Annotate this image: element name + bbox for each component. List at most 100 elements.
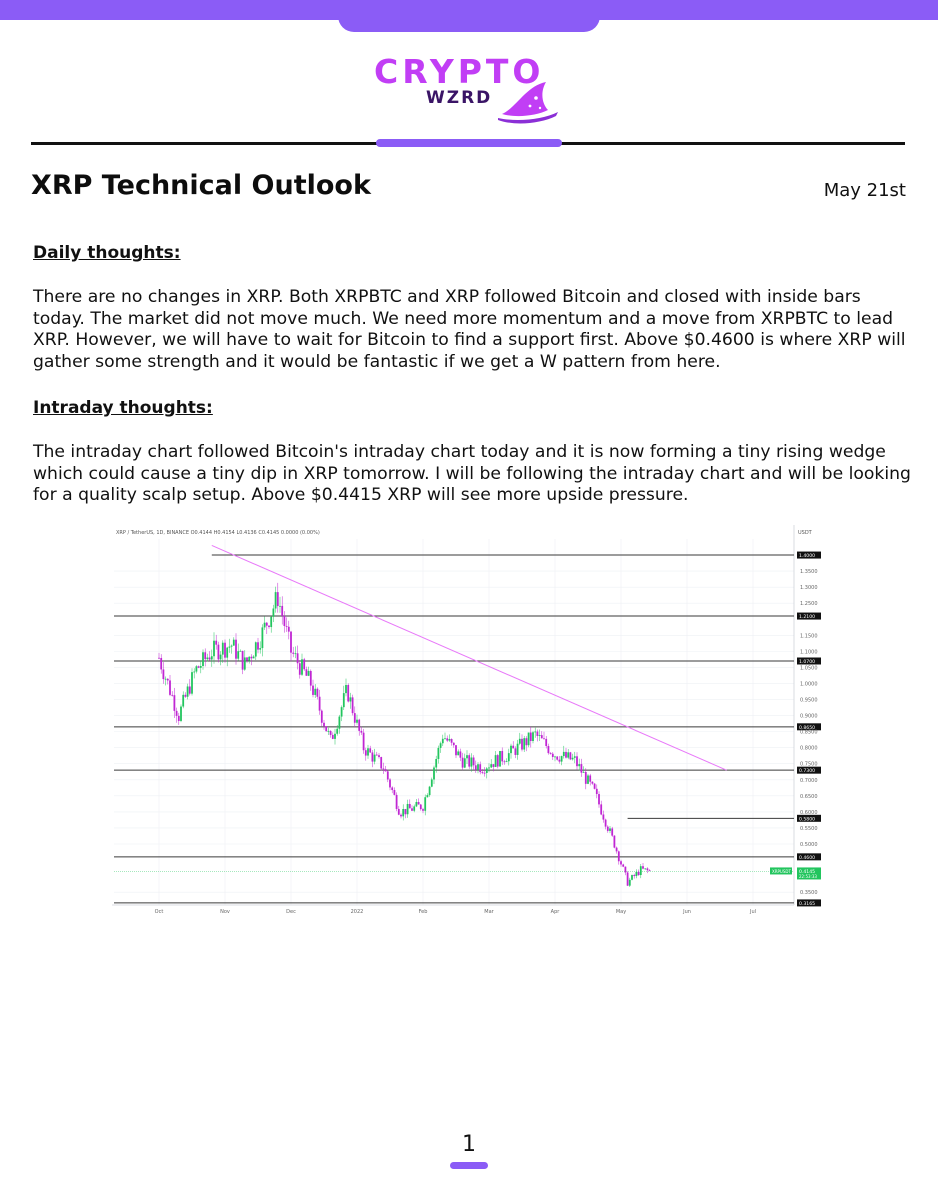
candle-body: [474, 765, 477, 770]
candle-body: [633, 875, 636, 877]
price-tick-label: 0.8000: [800, 746, 818, 752]
candle-body: [490, 764, 493, 768]
candle-body: [415, 801, 418, 807]
price-tick-label: 0.5500: [800, 826, 818, 832]
candle-body: [301, 659, 303, 675]
level-label: 1.4000: [799, 553, 815, 559]
level-label-box: [797, 899, 821, 907]
candle-body: [547, 746, 550, 754]
candle-body: [386, 771, 389, 780]
candle-body: [380, 757, 383, 769]
candle-body: [631, 875, 633, 880]
candle-body: [477, 764, 479, 770]
candle-body: [268, 625, 270, 628]
time-tick-label: May: [616, 909, 626, 915]
candle-body: [628, 879, 631, 886]
candle-body: [422, 809, 424, 811]
candle-body: [611, 828, 614, 836]
candle-body: [435, 758, 438, 768]
level-label: 0.7300: [799, 768, 815, 774]
logo-sub: WZRD: [426, 88, 493, 108]
time-tick-label: Apr: [551, 909, 561, 915]
candle-body: [314, 688, 317, 695]
candle-body: [494, 755, 497, 767]
candle-body: [514, 748, 517, 755]
candle-body: [290, 631, 292, 653]
candle-body: [483, 772, 486, 774]
candle-body: [336, 728, 339, 734]
candle-body: [177, 715, 180, 721]
candle-body: [549, 753, 552, 754]
price-tick-label: 0.9500: [800, 698, 818, 704]
candle-body: [188, 686, 191, 694]
candle-body: [389, 779, 391, 788]
price-tick-label: 0.6500: [800, 794, 818, 800]
candle-body: [327, 730, 330, 732]
last-price-label: 0.4145: [799, 869, 815, 875]
level-label: 0.3165: [799, 901, 815, 907]
candle-body: [472, 757, 475, 766]
candle-body: [329, 730, 332, 735]
time-tick-label: Jun: [682, 909, 691, 915]
candle-body: [532, 732, 534, 742]
candle-body: [169, 680, 171, 695]
candle-body: [175, 710, 178, 716]
candle-body: [232, 639, 235, 646]
candle-body: [393, 790, 396, 795]
candle-body: [213, 640, 215, 657]
level-label: 1.0700: [799, 659, 815, 665]
candle-body: [362, 732, 365, 751]
candle-body: [598, 794, 600, 805]
top-tab: [338, 0, 600, 32]
candle-body: [468, 755, 471, 767]
candle-body: [406, 803, 409, 815]
candle-body: [298, 663, 301, 675]
candle-body: [259, 648, 262, 650]
intraday-heading: Intraday thoughts:: [33, 398, 213, 418]
time-tick-label: Jul: [749, 909, 756, 915]
candle-body: [510, 745, 512, 754]
candle-body: [441, 738, 444, 744]
price-tick-label: 1.0000: [800, 681, 818, 687]
candle-body: [219, 654, 222, 660]
candle-body: [257, 642, 259, 650]
candle-body: [358, 719, 361, 731]
level-label-box: [797, 657, 821, 665]
candle-body: [243, 657, 246, 670]
price-tick-label: 1.1500: [800, 633, 818, 639]
last-price-countdown: 22:53:33: [799, 874, 817, 879]
candle-body: [620, 861, 622, 865]
candle-body: [292, 652, 295, 654]
candle-body: [303, 659, 306, 670]
candle-body: [461, 757, 464, 768]
candle-body: [580, 764, 583, 773]
candle-body: [345, 684, 347, 694]
candle-body: [527, 732, 530, 746]
report-date: May 21st: [823, 180, 906, 201]
chart-background: [112, 525, 825, 915]
candle-body: [463, 758, 466, 768]
candle-body: [325, 726, 328, 732]
candle-body: [371, 752, 374, 762]
candle-body: [360, 730, 363, 733]
candle-body: [446, 738, 449, 741]
candle-body: [571, 757, 574, 760]
level-label: 0.5800: [799, 816, 815, 822]
candle-body: [312, 685, 314, 695]
candle-body: [558, 759, 561, 762]
candle-body: [637, 871, 640, 876]
candle-body: [512, 745, 515, 749]
candle-body: [424, 797, 427, 811]
candle-body: [208, 657, 211, 660]
candle-body: [230, 645, 233, 647]
candle-body: [604, 819, 607, 827]
candle-body: [609, 828, 611, 831]
candle-body: [221, 642, 224, 655]
candle-body: [237, 651, 240, 659]
level-label-box: [797, 723, 821, 731]
price-tick-label: 0.9000: [800, 714, 818, 720]
candle-body: [606, 826, 609, 831]
candle-body: [602, 814, 605, 820]
candle-body: [593, 783, 596, 789]
candle-body: [411, 808, 413, 811]
